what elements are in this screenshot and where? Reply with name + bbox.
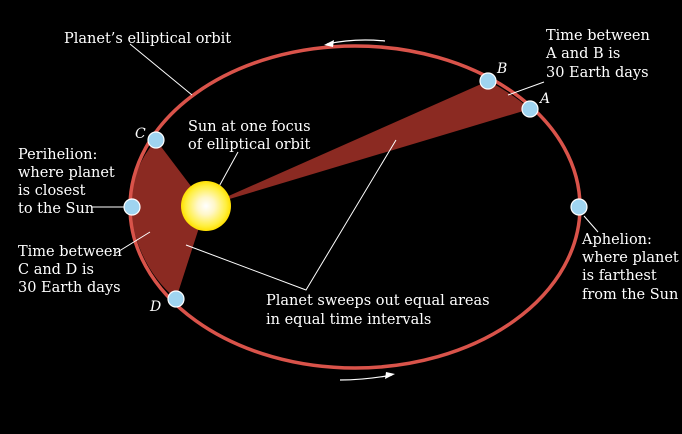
equal-areas-leader: [185, 139, 397, 291]
point-d-label: D: [149, 299, 161, 315]
planet-point-c: [147, 131, 165, 149]
point-b-label: B: [496, 61, 507, 77]
planet-point-d: [167, 290, 185, 308]
sun-icon: [181, 181, 231, 231]
planet-point-perihelion: [123, 198, 141, 216]
arrow-right-icon: [339, 372, 395, 381]
time-cd-leader: [115, 231, 151, 254]
arrow-left-icon: [324, 39, 386, 47]
sun-label: Sun at one focus of elliptical orbit: [188, 119, 315, 153]
perihelion-label: Perihelion: where planet is closest to t…: [18, 147, 119, 217]
swept-area-cd: [130, 140, 206, 299]
time-cd-label: Time between C and D is 30 Earth days: [18, 244, 126, 296]
planet-point-b: [479, 72, 497, 90]
planet-point-a: [521, 100, 539, 118]
point-a-label: A: [538, 91, 550, 107]
swept-area-ab: [206, 81, 530, 206]
time-ab-leader: [507, 81, 545, 96]
leader-lines: [92, 43, 599, 291]
planet-point-aphelion: [570, 198, 588, 216]
point-c-label: C: [135, 126, 146, 142]
orbit-leader: [129, 43, 193, 96]
time-ab-label: Time between A and B is 30 Earth days: [545, 28, 654, 81]
aphelion-leader: [583, 215, 599, 233]
orbit-label: Planet’s elliptical orbit: [64, 31, 231, 47]
aphelion-label: Aphelion: where planet is farthest from …: [581, 232, 682, 303]
equal-areas-label: Planet sweeps out equal areas in equal t…: [266, 293, 494, 328]
